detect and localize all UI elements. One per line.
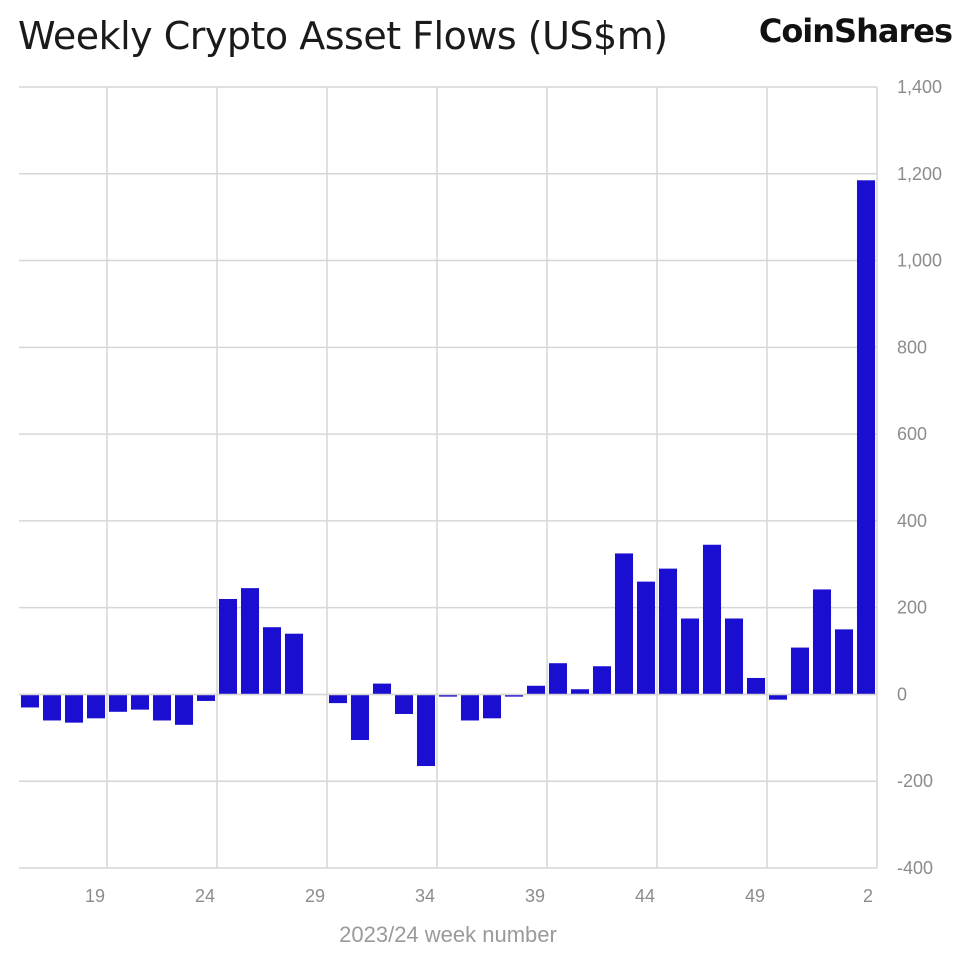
bar-week-24 — [196, 694, 216, 701]
bar-week-42 — [592, 666, 612, 695]
y-tick-label: 200 — [897, 598, 927, 618]
bar-week-52 — [812, 589, 832, 695]
bar-week-48 — [724, 618, 744, 695]
bar-series — [20, 180, 876, 767]
bar-week-2 — [856, 180, 876, 695]
bar-week-37 — [482, 694, 502, 719]
bar-week-21 — [130, 694, 150, 710]
bar-week-40 — [548, 663, 568, 695]
bar-week-47 — [702, 544, 722, 695]
bar-week-33 — [394, 694, 414, 714]
bar-week-38 — [504, 694, 524, 697]
x-tick-label: 34 — [415, 886, 435, 906]
bar-week-36 — [460, 694, 480, 721]
bar-week-39 — [526, 685, 546, 695]
x-axis-label: 2023/24 week number — [339, 922, 557, 947]
y-tick-label: 1,200 — [897, 164, 942, 184]
bar-week-1 — [834, 629, 854, 695]
x-tick-label: 44 — [635, 886, 655, 906]
bar-week-45 — [658, 568, 678, 695]
bar-week-23 — [174, 694, 194, 725]
bar-week-34 — [416, 694, 436, 767]
y-axis-ticks: -400 -200 0 200 400 600 800 1,000 1,200 1,400 — [897, 77, 942, 878]
bar-week-16 — [20, 694, 40, 708]
y-tick-label: 0 — [897, 684, 907, 704]
bar-week-28 — [284, 633, 304, 695]
x-tick-label: 39 — [525, 886, 545, 906]
y-tick-label: -400 — [897, 858, 933, 878]
y-tick-label: 1,400 — [897, 77, 942, 97]
y-tick-label: 400 — [897, 511, 927, 531]
bar-week-50 — [768, 694, 788, 700]
bar-week-25 — [218, 598, 238, 695]
bar-week-20 — [108, 694, 128, 712]
bar-week-32 — [372, 683, 392, 695]
bar-week-31 — [350, 694, 370, 741]
bar-week-44 — [636, 581, 656, 695]
x-tick-label: 49 — [745, 886, 765, 906]
x-tick-label: 29 — [305, 886, 325, 906]
bar-week-35 — [438, 694, 458, 697]
coinshares-logo: CoinShares — [758, 12, 953, 50]
x-tick-label: 24 — [195, 886, 215, 906]
y-tick-label: 600 — [897, 424, 927, 444]
bar-week-49 — [746, 677, 766, 695]
bar-week-18 — [64, 694, 84, 723]
bar-week-46 — [680, 618, 700, 695]
bar-week-41 — [570, 689, 590, 695]
x-axis-ticks: 19 24 29 34 39 44 49 2 — [85, 886, 873, 906]
chart-title: Weekly Crypto Asset Flows (US$m) — [18, 14, 668, 58]
y-tick-label: 800 — [897, 337, 927, 357]
y-tick-label: 1,000 — [897, 251, 942, 271]
x-tick-label: 19 — [85, 886, 105, 906]
bar-week-30 — [328, 694, 348, 704]
horizontal-gridlines — [19, 86, 877, 869]
bar-week-22 — [152, 694, 172, 721]
bar-week-19 — [86, 694, 106, 719]
bar-week-43 — [614, 553, 634, 695]
bar-week-26 — [240, 588, 260, 695]
y-tick-label: -200 — [897, 771, 933, 791]
bar-week-17 — [42, 694, 62, 721]
vertical-gridlines — [106, 87, 878, 868]
bar-week-27 — [262, 627, 282, 695]
x-tick-label: 2 — [863, 886, 873, 906]
bar-week-51 — [790, 647, 810, 695]
